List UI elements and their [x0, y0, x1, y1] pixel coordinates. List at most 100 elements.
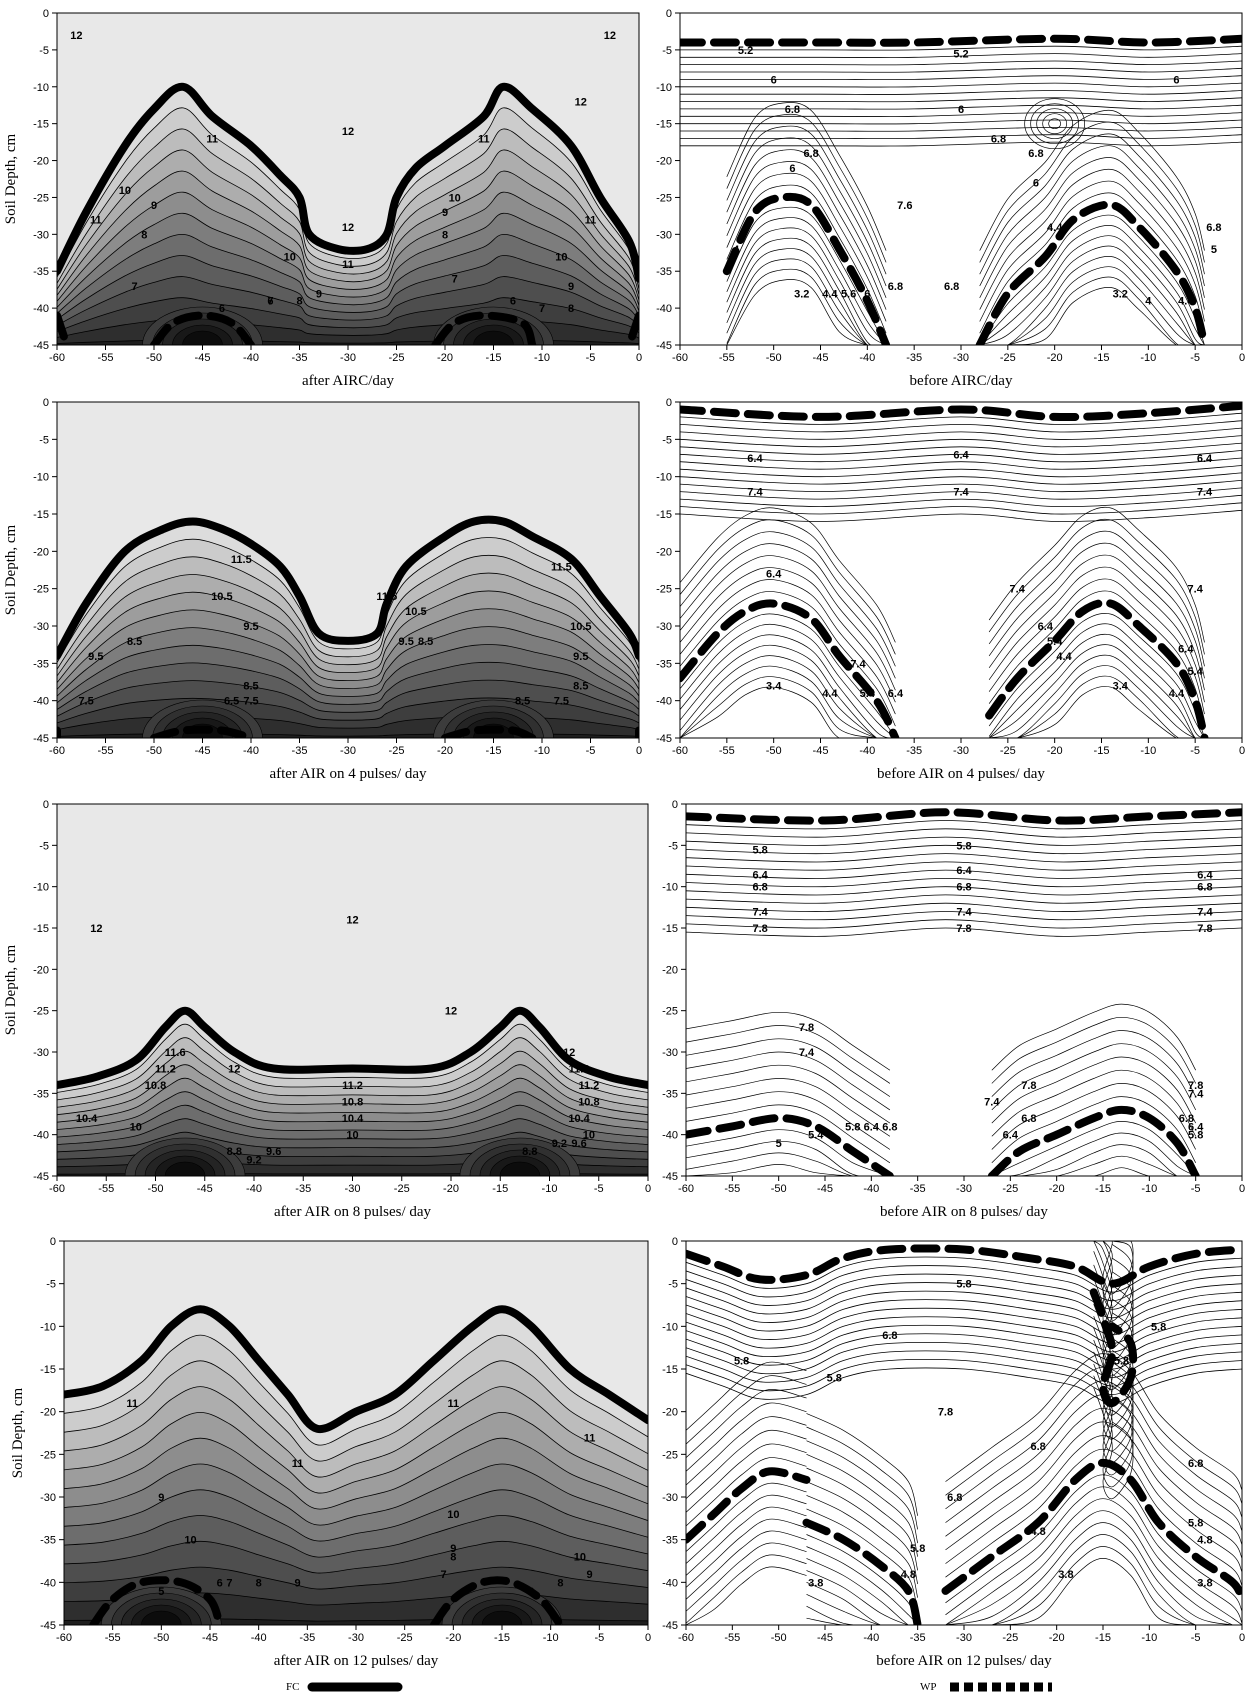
contour-label: 7.4 — [1197, 906, 1213, 918]
wp-line — [686, 1114, 894, 1176]
contour-label: 6 — [1173, 74, 1179, 86]
contour-label: 5.8 — [956, 840, 971, 852]
contour-line — [806, 1570, 918, 1625]
contour-label: 7.4 — [850, 658, 866, 670]
contour-line — [945, 1498, 1242, 1625]
x-tick-label: -30 — [953, 745, 969, 757]
contour-label: 6.8 — [752, 882, 767, 894]
contour-line — [680, 412, 1242, 425]
contour-line — [686, 828, 1242, 838]
x-tick-label: -30 — [345, 1183, 361, 1195]
contour-line — [686, 1494, 807, 1564]
contour-line — [991, 1155, 1196, 1176]
panel-left-2: 11.5 11.5 11.5 10.5 10.5 10.5 9.5 9.5 9.5 9.5 8.5 8… — [3, 397, 642, 782]
contour-line — [680, 555, 896, 691]
y-tick-label: -25 — [40, 1449, 56, 1461]
x-tick-label: 0 — [645, 1632, 651, 1644]
x-tick-label: 0 — [645, 1183, 651, 1195]
x-tick-label: -60 — [49, 352, 65, 364]
contour-label: 4.4 — [822, 688, 838, 700]
contour-label: 4.8 — [901, 1569, 916, 1581]
contour-label: 10.4 — [568, 1113, 590, 1125]
contour-label: 6 — [771, 74, 777, 86]
contour-line — [991, 1056, 1197, 1124]
x-tick-label: 0 — [636, 352, 642, 364]
contour-label: 10 — [447, 1509, 459, 1521]
contour-line — [945, 1448, 1242, 1586]
wp-line — [686, 1467, 811, 1544]
x-tick-label: -5 — [1190, 745, 1200, 757]
contour-label: 5.2 — [953, 49, 968, 61]
contour-line — [686, 1078, 891, 1137]
fc-line — [57, 1006, 648, 1090]
x-tick-label: -50 — [771, 1632, 787, 1644]
contour-line — [680, 644, 896, 738]
contour-label: 4.4 — [1056, 651, 1072, 663]
contour-label: 7.4 — [984, 1097, 1000, 1109]
contour-line — [686, 1457, 807, 1527]
x-tick-label: -25 — [394, 1183, 410, 1195]
contour-line — [726, 125, 887, 275]
contour-label: 11.2 — [155, 1064, 176, 1076]
contour-line — [686, 1358, 1242, 1396]
contour-label: 11.6 — [165, 1047, 186, 1059]
contour-label: 7.5 — [243, 696, 258, 708]
contour-line — [680, 420, 1242, 433]
y-tick-label: -35 — [662, 1088, 678, 1100]
panel-right-4: 5.8 6.8 5.8 5.8 5.8 7.8 6.8 6.8 6.8 5.8 4.8 3.8 4.8 3… — [662, 1236, 1245, 1669]
contour-line — [726, 149, 887, 298]
x-tick-label: -20 — [1047, 352, 1063, 364]
contour-line — [988, 506, 1205, 643]
contour-line — [806, 1467, 919, 1571]
contour-line — [686, 1530, 807, 1600]
contour-label: 7 — [267, 296, 273, 308]
contour-label: 10 — [284, 251, 296, 263]
panel-right-3: 5.8 5.86.4 6.4 6.46.8 6.8 6.87.4 7.4 7.47.8 7.8 7… — [662, 799, 1245, 1220]
y-tick-label: -10 — [662, 882, 678, 894]
y-tick-label: -40 — [33, 303, 49, 315]
contour-line — [979, 109, 1205, 251]
contour-line — [686, 1091, 891, 1150]
legend-fc-label: FC — [286, 1681, 299, 1693]
contour-line — [680, 67, 1242, 73]
contour-line — [686, 1038, 891, 1097]
legend-wp-label: WP — [920, 1681, 937, 1693]
trough-contour — [499, 1161, 541, 1176]
y-tick-label: -30 — [662, 1492, 678, 1504]
x-tick-label: -40 — [859, 352, 875, 364]
x-tick-label: -10 — [1141, 1183, 1157, 1195]
x-tick-label: -10 — [543, 1632, 559, 1644]
y-tick-label: -20 — [33, 546, 49, 558]
x-tick-label: -45 — [817, 1183, 833, 1195]
x-tick-label: -35 — [906, 352, 922, 364]
contour-label: 6 — [510, 296, 516, 308]
contour-label: 7.4 — [953, 487, 969, 499]
x-tick-label: -25 — [1000, 745, 1016, 757]
contour-label: 5 — [1174, 1138, 1180, 1150]
contour-label: 11 — [90, 215, 102, 227]
contour-label: 10.4 — [342, 1113, 364, 1125]
contour-label: 7 — [441, 1569, 447, 1581]
contour-line — [680, 579, 896, 715]
y-tick-label: -5 — [39, 45, 49, 57]
x-tick-label: 0 — [1239, 1632, 1245, 1644]
x-tick-label: -55 — [719, 352, 735, 364]
x-tick-label: 0 — [1239, 745, 1245, 757]
y-tick-label: -35 — [662, 1535, 678, 1547]
contour-line — [945, 1522, 1242, 1625]
contour-line — [1036, 108, 1074, 140]
contour-line — [991, 1043, 1197, 1111]
wp-line — [89, 1576, 224, 1625]
x-tick-label: -15 — [1095, 1632, 1111, 1644]
contour-line — [680, 494, 1242, 508]
contour-line — [1093, 1241, 1134, 1349]
contour-line — [1093, 1241, 1134, 1295]
contour-label: 6.4 — [888, 688, 904, 700]
contour-line — [686, 894, 1242, 904]
contour-line — [806, 1558, 918, 1625]
contour-line — [680, 97, 1242, 103]
contour-label: 6.8 — [1206, 222, 1221, 234]
wp-line — [150, 725, 255, 738]
contour-label: 6.5 — [224, 696, 239, 708]
